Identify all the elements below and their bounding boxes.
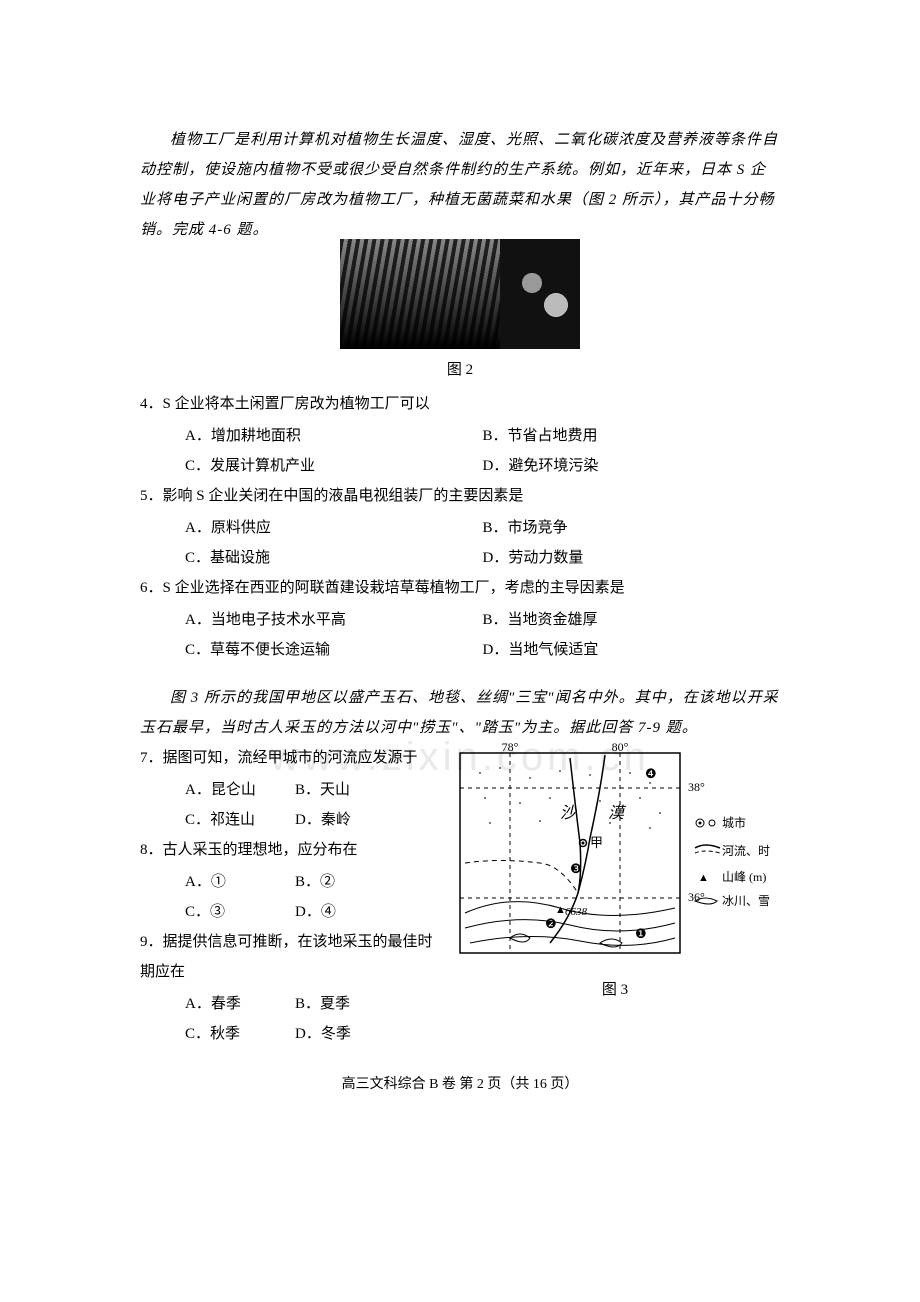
questions-7-9: 7．据图可知，流经甲城市的河流应发源于 A．昆仑山 B．天山 C．祁连山 D．秦…	[140, 743, 440, 1049]
q4-option-b: B．节省占地费用	[483, 421, 781, 451]
question-9-stem: 9．据提供信息可推断，在该地采玉的最佳时期应在	[140, 927, 440, 987]
question-7-stem: 7．据图可知，流经甲城市的河流应发源于	[140, 743, 440, 773]
svg-text:▲: ▲	[698, 872, 709, 884]
q5-option-b: B．市场竞争	[483, 513, 781, 543]
q4-option-a: A．增加耕地面积	[185, 421, 483, 451]
q6-option-a: A．当地电子技术水平高	[185, 605, 483, 635]
q8-option-b: B．②	[295, 867, 405, 897]
point-1: ❶	[635, 926, 647, 941]
question-8-options: A．① B．② C．③ D．④	[185, 867, 440, 927]
point-2: ❷	[545, 916, 557, 931]
q8-option-d: D．④	[295, 897, 405, 927]
peak-label: 6638	[565, 906, 588, 918]
question-5-stem: 5．影响 S 企业关闭在中国的液晶电视组装厂的主要因素是	[140, 481, 780, 511]
q7-option-b: B．天山	[295, 775, 405, 805]
question-9-options: A．春季 B．夏季 C．秋季 D．冬季	[185, 989, 440, 1049]
q5-option-a: A．原料供应	[185, 513, 483, 543]
passage-2: 图 3 所示的我国甲地区以盛产玉石、地毯、丝绸"三宝"闻名中外。其中，在该地以开…	[140, 683, 780, 743]
q9-option-b: B．夏季	[295, 989, 405, 1019]
legend-peak: 山峰 (m)	[722, 870, 766, 884]
legend-city: 城市	[722, 815, 746, 830]
question-4-options: A．增加耕地面积 B．节省占地费用 C．发展计算机产业 D．避免环境污染	[185, 421, 780, 481]
point-4: ❹	[645, 766, 657, 781]
q4-option-d: D．避免环境污染	[483, 451, 781, 481]
question-5-options: A．原料供应 B．市场竞争 C．基础设施 D．劳动力数量	[185, 513, 780, 573]
passage-1: 植物工厂是利用计算机对植物生长温度、湿度、光照、二氧化碳浓度及营养液等条件自动控…	[140, 125, 780, 245]
lon-78: 78°	[502, 743, 519, 754]
q4-option-c: C．发展计算机产业	[185, 451, 483, 481]
lon-80: 80°	[612, 743, 629, 754]
figure-3-wrap: 78° 80° 38° 36° 沙 漠	[450, 743, 780, 1049]
q6-option-d: D．当地气候适宜	[483, 635, 781, 665]
question-4-stem: 4．S 企业将本土闲置厂房改为植物工厂可以	[140, 389, 780, 419]
q9-option-a: A．春季	[185, 989, 295, 1019]
figure-2-label: 图 2	[140, 358, 780, 379]
city-label: 甲	[590, 835, 603, 850]
q6-option-b: B．当地资金雄厚	[483, 605, 781, 635]
exam-page: 植物工厂是利用计算机对植物生长温度、湿度、光照、二氧化碳浓度及营养液等条件自动控…	[140, 125, 780, 1093]
q7-option-d: D．秦岭	[295, 805, 405, 835]
q7-option-c: C．祁连山	[185, 805, 295, 835]
point-3: ❸	[570, 861, 582, 876]
legend-river: 河流、时令河	[722, 843, 770, 858]
question-8-stem: 8．古人采玉的理想地，应分布在	[140, 835, 440, 865]
q9-option-d: D．冬季	[295, 1019, 405, 1049]
figure-3-label: 图 3	[450, 978, 780, 999]
legend-glacier: 冰川、雪原	[722, 894, 770, 908]
q5-option-d: D．劳动力数量	[483, 543, 781, 573]
q7-option-a: A．昆仑山	[185, 775, 295, 805]
q9-option-c: C．秋季	[185, 1019, 295, 1049]
page-footer: 高三文科综合 B 卷 第 2 页（共 16 页）	[140, 1073, 780, 1093]
q8-option-a: A．①	[185, 867, 295, 897]
q5-option-c: C．基础设施	[185, 543, 483, 573]
question-6-stem: 6．S 企业选择在西亚的阿联酋建设栽培草莓植物工厂，考虑的主导因素是	[140, 573, 780, 603]
question-7-options: A．昆仑山 B．天山 C．祁连山 D．秦岭	[185, 775, 440, 835]
figure-2-wrap	[140, 239, 780, 354]
figure-2-image	[340, 239, 580, 349]
figure-3-map: 78° 80° 38° 36° 沙 漠	[450, 743, 770, 973]
lat-38: 38°	[688, 780, 705, 794]
q8-option-c: C．③	[185, 897, 295, 927]
q6-option-c: C．草莓不便长途运输	[185, 635, 483, 665]
question-6-options: A．当地电子技术水平高 B．当地资金雄厚 C．草莓不便长途运输 D．当地气候适宜	[185, 605, 780, 665]
